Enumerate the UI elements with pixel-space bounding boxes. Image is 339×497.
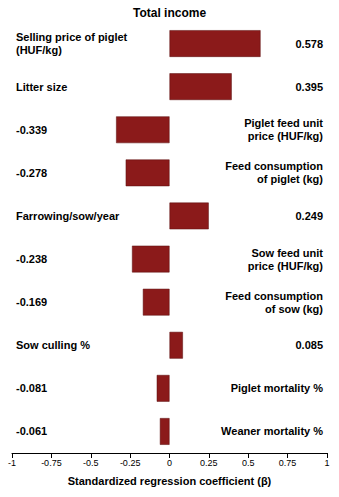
svg-text:Piglet feed unit: Piglet feed unit [244, 117, 323, 129]
svg-text:0.578: 0.578 [295, 38, 323, 50]
svg-text:Litter size: Litter size [16, 81, 67, 93]
svg-text:of piglet (kg): of piglet (kg) [257, 173, 323, 185]
svg-text:0.75: 0.75 [279, 458, 297, 468]
svg-text:-0.75: -0.75 [41, 458, 62, 468]
svg-text:(HUF/kg): (HUF/kg) [16, 44, 62, 56]
svg-text:0.249: 0.249 [295, 210, 323, 222]
svg-text:Farrowing/sow/year: Farrowing/sow/year [16, 210, 120, 222]
svg-text:1: 1 [324, 458, 329, 468]
svg-text:-1: -1 [8, 458, 16, 468]
svg-text:price (HUF/kg): price (HUF/kg) [248, 260, 324, 272]
svg-text:Weaner mortality %: Weaner mortality % [221, 425, 323, 437]
svg-text:0.5: 0.5 [242, 458, 255, 468]
svg-text:Standardized regression coeffi: Standardized regression coefficient (β) [68, 475, 272, 487]
svg-text:price (HUF/kg): price (HUF/kg) [248, 130, 324, 142]
svg-text:Selling price of piglet: Selling price of piglet [16, 31, 128, 43]
svg-text:Piglet mortality %: Piglet mortality % [231, 382, 324, 394]
svg-text:-0.339: -0.339 [16, 124, 47, 136]
svg-text:-0.081: -0.081 [16, 382, 47, 394]
svg-text:-0.238: -0.238 [16, 253, 47, 265]
svg-text:-0.278: -0.278 [16, 167, 47, 179]
svg-text:-0.5: -0.5 [83, 458, 99, 468]
svg-text:Feed consumption: Feed consumption [225, 290, 323, 302]
svg-text:0.395: 0.395 [295, 81, 323, 93]
svg-text:0: 0 [167, 458, 172, 468]
svg-text:0.25: 0.25 [200, 458, 218, 468]
svg-text:Feed consumption: Feed consumption [225, 160, 323, 172]
svg-text:of sow (kg): of sow (kg) [265, 303, 323, 315]
svg-text:Sow culling %: Sow culling % [16, 339, 90, 351]
svg-text:-0.061: -0.061 [16, 425, 47, 437]
svg-text:-0.169: -0.169 [16, 296, 47, 308]
svg-text:Total income: Total income [133, 6, 206, 20]
svg-text:Sow feed unit: Sow feed unit [252, 247, 324, 259]
svg-text:-0.25: -0.25 [120, 458, 141, 468]
svg-text:0.085: 0.085 [295, 339, 323, 351]
